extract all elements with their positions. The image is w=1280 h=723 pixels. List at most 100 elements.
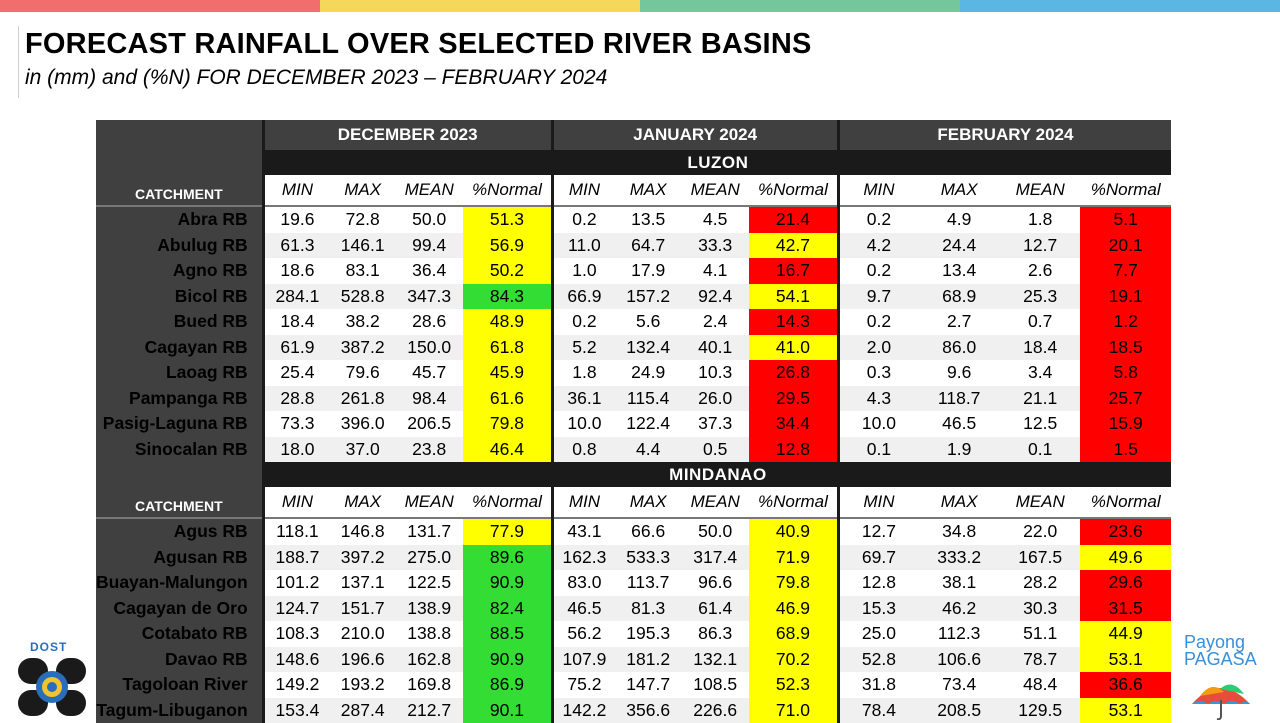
catchment-name: Pasig-Laguna RB: [96, 411, 263, 437]
percent-normal-cell: 86.9: [463, 672, 552, 698]
value-cell: 10.3: [681, 360, 749, 386]
percent-normal-cell: 34.4: [749, 411, 838, 437]
value-cell: 36.1: [552, 386, 615, 412]
value-cell: 30.3: [1000, 596, 1080, 622]
percent-normal-cell: 15.9: [1080, 411, 1171, 437]
percent-normal-cell: 25.7: [1080, 386, 1171, 412]
value-cell: 356.6: [615, 698, 681, 723]
value-cell: 151.7: [330, 596, 395, 622]
value-cell: 208.5: [918, 698, 1000, 723]
value-cell: 96.6: [681, 570, 749, 596]
percent-normal-cell: 14.3: [749, 309, 838, 335]
catchment-name: Davao RB: [96, 647, 263, 673]
catchment-name: Bued RB: [96, 309, 263, 335]
catchment-name: Cagayan de Oro: [96, 596, 263, 622]
value-cell: 162.3: [552, 545, 615, 571]
percent-normal-cell: 45.9: [463, 360, 552, 386]
value-cell: 5.6: [615, 309, 681, 335]
value-cell: 0.2: [838, 206, 918, 233]
percent-normal-cell: 42.7: [749, 233, 838, 259]
value-cell: 38.1: [918, 570, 1000, 596]
top-bar-segment-1: [0, 0, 320, 12]
catchment-name: Tagoloan River: [96, 672, 263, 698]
value-cell: 12.5: [1000, 411, 1080, 437]
column-header-mean: MEAN: [395, 487, 463, 518]
region-header: MINDANAO: [263, 462, 1171, 487]
value-cell: 195.3: [615, 621, 681, 647]
percent-normal-cell: 54.1: [749, 284, 838, 310]
month-header: FEBRUARY 2024: [838, 120, 1171, 150]
value-cell: 26.0: [681, 386, 749, 412]
value-cell: 333.2: [918, 545, 1000, 571]
top-bar-segment-2: [320, 0, 640, 12]
value-cell: 106.6: [918, 647, 1000, 673]
percent-normal-cell: 77.9: [463, 518, 552, 545]
percent-normal-cell: 90.1: [463, 698, 552, 723]
value-cell: 261.8: [330, 386, 395, 412]
page-title: FORECAST RAINFALL OVER SELECTED RIVER BA…: [25, 28, 812, 61]
percent-normal-cell: 68.9: [749, 621, 838, 647]
value-cell: 4.9: [918, 206, 1000, 233]
value-cell: 66.6: [615, 518, 681, 545]
percent-normal-cell: 53.1: [1080, 698, 1171, 723]
value-cell: 122.4: [615, 411, 681, 437]
value-cell: 24.9: [615, 360, 681, 386]
column-header-min: MIN: [263, 487, 330, 518]
value-cell: 2.0: [838, 335, 918, 361]
value-cell: 150.0: [395, 335, 463, 361]
value-cell: 112.3: [918, 621, 1000, 647]
percent-normal-cell: 23.6: [1080, 518, 1171, 545]
value-cell: 18.0: [263, 437, 330, 463]
value-cell: 25.4: [263, 360, 330, 386]
value-cell: 38.2: [330, 309, 395, 335]
value-cell: 1.0: [552, 258, 615, 284]
value-cell: 9.7: [838, 284, 918, 310]
value-cell: 18.4: [263, 309, 330, 335]
region-header: LUZON: [263, 150, 1171, 175]
percent-normal-cell: 79.8: [463, 411, 552, 437]
catchment-name: Cagayan RB: [96, 335, 263, 361]
value-cell: 0.2: [838, 258, 918, 284]
value-cell: 206.5: [395, 411, 463, 437]
column-header-pct-normal: %Normal: [749, 487, 838, 518]
value-cell: 13.5: [615, 206, 681, 233]
value-cell: 113.7: [615, 570, 681, 596]
percent-normal-cell: 16.7: [749, 258, 838, 284]
percent-normal-cell: 48.9: [463, 309, 552, 335]
top-bar-segment-3: [640, 0, 960, 12]
value-cell: 72.8: [330, 206, 395, 233]
value-cell: 132.1: [681, 647, 749, 673]
value-cell: 28.6: [395, 309, 463, 335]
value-cell: 52.8: [838, 647, 918, 673]
value-cell: 2.6: [1000, 258, 1080, 284]
percent-normal-cell: 36.6: [1080, 672, 1171, 698]
catchment-header: CATCHMENT: [96, 175, 263, 206]
percent-normal-cell: 71.9: [749, 545, 838, 571]
value-cell: 0.2: [552, 309, 615, 335]
percent-normal-cell: 90.9: [463, 647, 552, 673]
value-cell: 142.2: [552, 698, 615, 723]
value-cell: 0.2: [552, 206, 615, 233]
percent-normal-cell: 7.7: [1080, 258, 1171, 284]
percent-normal-cell: 90.9: [463, 570, 552, 596]
percent-normal-cell: 46.9: [749, 596, 838, 622]
value-cell: 101.2: [263, 570, 330, 596]
value-cell: 66.9: [552, 284, 615, 310]
value-cell: 107.9: [552, 647, 615, 673]
percent-normal-cell: 41.0: [749, 335, 838, 361]
value-cell: 181.2: [615, 647, 681, 673]
percent-normal-cell: 49.6: [1080, 545, 1171, 571]
month-header: DECEMBER 2023: [263, 120, 552, 150]
value-cell: 46.5: [918, 411, 1000, 437]
top-color-bar: [0, 0, 1280, 12]
value-cell: 533.3: [615, 545, 681, 571]
percent-normal-cell: 21.4: [749, 206, 838, 233]
percent-normal-cell: 5.8: [1080, 360, 1171, 386]
